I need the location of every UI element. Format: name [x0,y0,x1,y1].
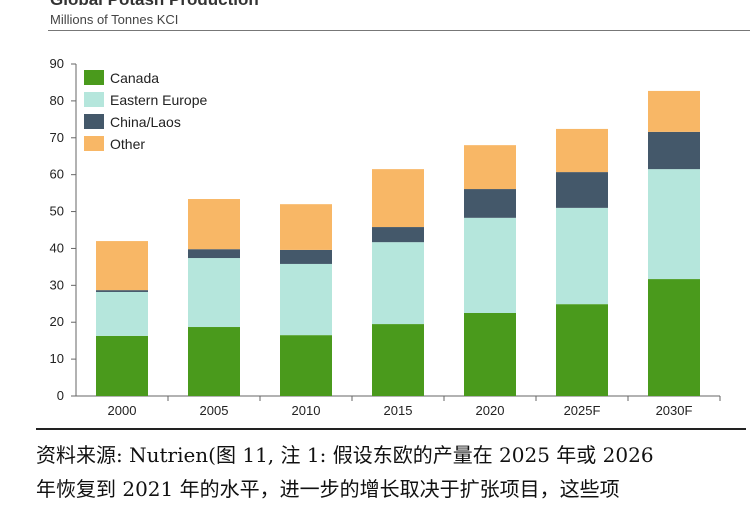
bar-segment-china-laos [556,172,608,208]
bar-segment-canada [280,335,332,396]
legend-swatch [84,70,104,85]
bar-segment-canada [372,324,424,396]
divider [48,30,750,31]
bar-segment-eastern-europe [648,169,700,280]
y-tick-label: 40 [50,240,64,255]
y-tick-label: 70 [50,130,64,145]
bar-segment-china-laos [188,249,240,259]
bar-segment-other [648,90,700,132]
bar-segment-canada [464,313,516,396]
bar-segment-other [556,128,608,173]
bar-segment-other [96,241,148,291]
y-tick-label: 50 [50,204,64,219]
x-tick-label: 2015 [384,403,413,418]
y-tick-label: 90 [50,56,64,71]
legend-swatch [84,114,104,129]
x-tick-label: 2025F [564,403,601,418]
chart-title: Global Potash Production [50,0,259,10]
bar-segment-china-laos [464,189,516,218]
y-tick-label: 60 [50,167,64,182]
y-tick-label: 20 [50,314,64,329]
legend-swatch [84,92,104,107]
x-tick-label: 2030F [656,403,693,418]
legend-label: Other [110,136,145,152]
bar-segment-china-laos [280,249,332,264]
bar-segment-canada [96,335,148,396]
bar-segment-eastern-europe [556,207,608,305]
bar-segment-canada [556,304,608,396]
x-tick-label: 2005 [200,403,229,418]
bar-segment-eastern-europe [464,217,516,313]
chart-subtitle: Millions of Tonnes KCI [50,12,179,27]
legend-label: China/Laos [110,114,181,130]
stacked-bar-chart: 0 10 20 30 40 50 60 70 80 90 2000 2005 2010 2015 2020 2… [50,56,721,418]
source-note-line-1: 资料来源: Nutrien(图 11, 注 1: 假设东欧的产量在 2025 年… [36,443,654,467]
legend-label: Eastern Europe [110,92,207,108]
bar-segment-eastern-europe [188,258,240,328]
bar-segment-china-laos [96,290,148,292]
bar-segment-canada [188,327,240,396]
bar-segment-eastern-europe [96,291,148,336]
bar-segment-canada [648,279,700,396]
y-tick-label: 0 [57,388,64,403]
source-note: 资料来源: Nutrien(图 11, 注 1: 假设东欧的产量在 2025 年… [36,428,746,506]
x-tick-label: 2000 [108,403,137,418]
bar-segment-other [188,199,240,250]
bar-segment-other [372,169,424,228]
bar-segment-eastern-europe [280,263,332,336]
bar-segment-other [280,204,332,250]
y-tick-label: 80 [50,93,64,108]
source-note-line-2: 年恢复到 2021 年的水平，进一步的增长取决于扩张项目，这些项 [36,477,620,501]
legend-label: Canada [110,70,159,86]
x-tick-label: 2020 [476,403,505,418]
bar-segment-china-laos [372,227,424,243]
x-tick-label: 2010 [292,403,321,418]
bar-segment-china-laos [648,131,700,170]
bar-segment-eastern-europe [372,242,424,325]
y-tick-label: 30 [50,277,64,292]
legend-swatch [84,136,104,151]
bar-segment-other [464,145,516,190]
y-tick-label: 10 [50,351,64,366]
